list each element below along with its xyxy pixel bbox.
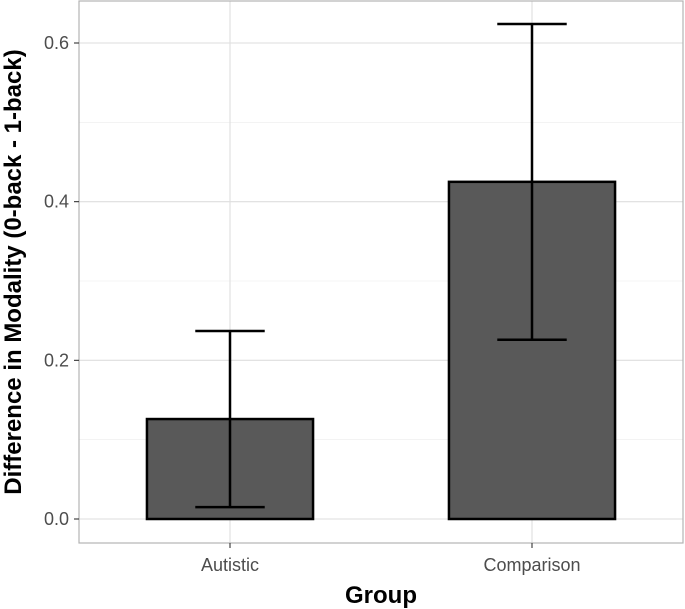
panel-border xyxy=(78,0,684,544)
x-tick-label: Comparison xyxy=(483,555,580,575)
x-axis-title: Group xyxy=(345,582,417,609)
error-bars xyxy=(195,22,567,509)
y-tick-label: 0.6 xyxy=(44,33,69,53)
x-tick-label: Autistic xyxy=(201,555,259,575)
y-axis-ticks: 0.0 0.2 0.4 0.6 xyxy=(44,33,79,529)
y-tick-label: 0.2 xyxy=(44,350,69,370)
y-axis-title: Difference in Modality (0-back - 1-back) xyxy=(0,49,27,494)
x-axis-ticks: Autistic Comparison xyxy=(201,543,581,575)
error-bar-autistic xyxy=(195,329,265,509)
y-tick-label: 0.0 xyxy=(44,509,69,529)
y-tick-label: 0.4 xyxy=(44,192,69,212)
error-bar-comparison xyxy=(497,22,567,341)
